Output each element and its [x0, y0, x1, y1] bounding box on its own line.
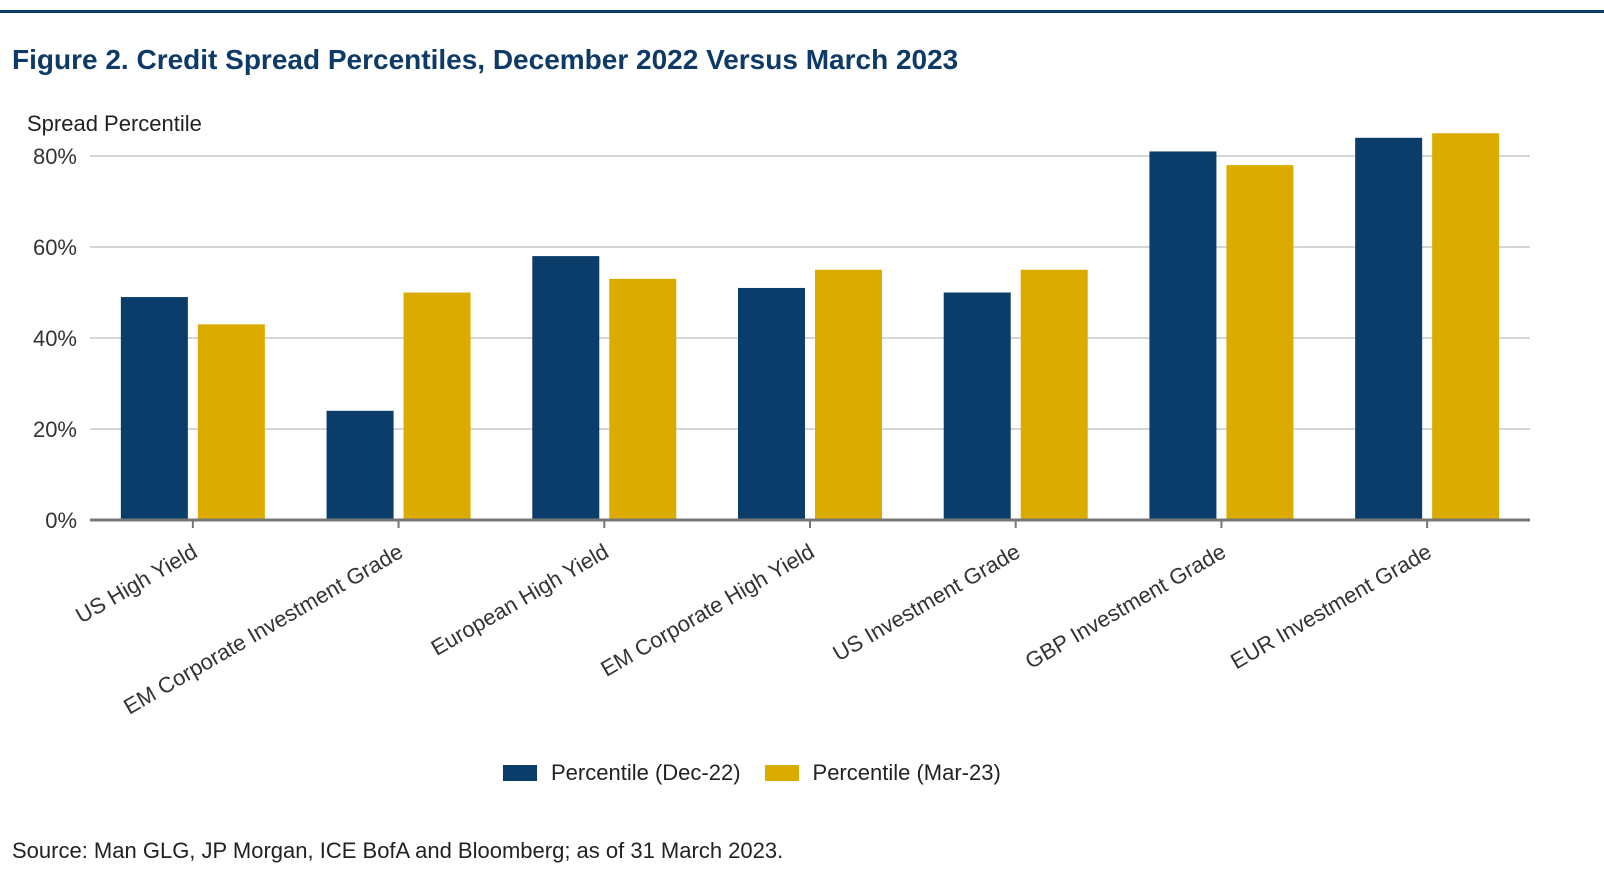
bar-dec22-5	[1149, 151, 1217, 520]
bars	[120, 133, 1500, 521]
bar-dec22-3	[738, 287, 805, 520]
bar-dec22-0	[120, 297, 188, 520]
y-tick-label-80: 80%	[33, 144, 77, 169]
legend-swatch-mar23	[764, 765, 799, 781]
x-axis	[90, 518, 1530, 528]
category-label-6: EUR Investment Grade	[1226, 539, 1435, 674]
y-tick-labels: 0% 20% 40% 60% 80%	[33, 144, 77, 533]
bar-mar23-1	[403, 292, 471, 520]
bar-dec22-1	[326, 410, 394, 520]
category-label-4: US Investment Grade	[829, 539, 1025, 666]
bar-mar23-5	[1226, 165, 1294, 520]
bar-dec22-6	[1355, 137, 1423, 521]
bar-dec22-4	[943, 292, 1011, 520]
y-tick-label-20: 20%	[33, 417, 77, 442]
bar-mar23-3	[815, 269, 882, 520]
category-label-2: European High Yield	[427, 539, 613, 661]
top-rule	[0, 10, 1604, 13]
category-label-5: GBP Investment Grade	[1021, 539, 1230, 674]
y-tick-label-40: 40%	[33, 326, 77, 351]
legend-label-dec22: Percentile (Dec-22)	[551, 760, 741, 785]
bar-mar23-6	[1432, 133, 1500, 520]
legend-swatch-dec22	[503, 765, 537, 781]
bar-mar23-4	[1020, 269, 1088, 520]
bar-dec22-2	[532, 256, 600, 520]
legend-label-mar23: Percentile (Mar-23)	[812, 760, 1001, 785]
y-tick-label-60: 60%	[33, 235, 77, 260]
legend-item-dec22: Percentile (Dec-22)	[503, 760, 741, 786]
category-label-0: US High Yield	[71, 539, 201, 629]
y-axis-label: Spread Percentile	[27, 111, 202, 136]
legend-item-mar23: Percentile (Mar-23)	[764, 760, 1001, 786]
figure-title: Figure 2. Credit Spread Percentiles, Dec…	[12, 44, 959, 75]
bar-mar23-0	[197, 324, 265, 520]
grid-lines	[90, 155, 1530, 430]
source-note: Source: Man GLG, JP Morgan, ICE BofA and…	[12, 838, 784, 863]
legend: Percentile (Dec-22) Percentile (Mar-23)	[503, 760, 1025, 786]
category-label-3: EM Corporate High Yield	[596, 539, 818, 682]
y-tick-label-0: 0%	[45, 508, 77, 533]
bar-mar23-2	[609, 278, 677, 520]
